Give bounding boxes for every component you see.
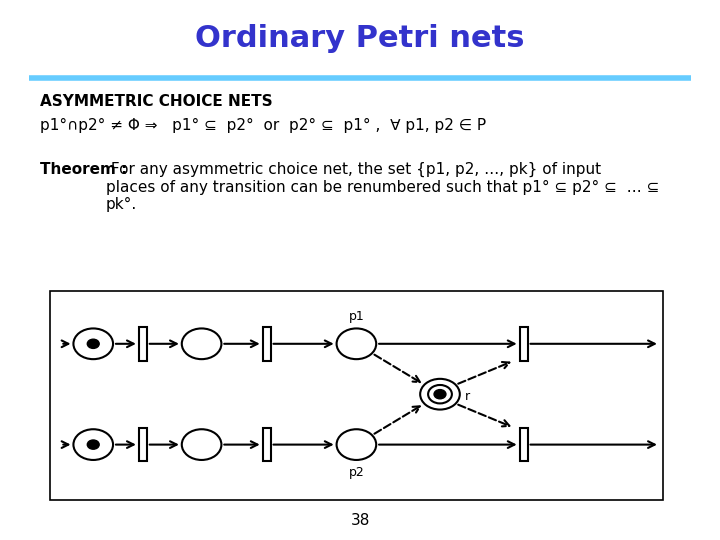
Bar — [263, 428, 271, 461]
Bar — [520, 327, 528, 361]
Circle shape — [336, 429, 377, 460]
Text: p1°∩p2° ≠ Φ ⇒   p1° ⊆  p2°  or  p2° ⊆  p1° ,  ∀ p1, p2 ∈ P: p1°∩p2° ≠ Φ ⇒ p1° ⊆ p2° or p2° ⊆ p1° , ∀… — [40, 118, 486, 133]
Circle shape — [87, 440, 99, 449]
Circle shape — [73, 328, 113, 359]
Circle shape — [181, 328, 222, 359]
Text: 38: 38 — [351, 513, 369, 528]
Circle shape — [87, 339, 99, 348]
Text: ASYMMETRIC CHOICE NETS: ASYMMETRIC CHOICE NETS — [40, 94, 272, 110]
Circle shape — [181, 429, 222, 460]
Text: Ordinary Petri nets: Ordinary Petri nets — [195, 24, 525, 53]
Circle shape — [73, 429, 113, 460]
Text: p1: p1 — [348, 309, 364, 323]
Bar — [139, 327, 147, 361]
Text: Theorem :: Theorem : — [40, 162, 127, 177]
Text: r: r — [465, 390, 470, 403]
Circle shape — [434, 389, 446, 399]
Text: p2: p2 — [348, 465, 364, 479]
Bar — [520, 428, 528, 461]
Circle shape — [428, 385, 452, 403]
Circle shape — [336, 328, 377, 359]
Circle shape — [420, 379, 460, 409]
Bar — [263, 327, 271, 361]
Bar — [139, 428, 147, 461]
Text: For any asymmetric choice net, the set {p1, p2, …, pk} of input
places of any tr: For any asymmetric choice net, the set {… — [106, 162, 660, 212]
